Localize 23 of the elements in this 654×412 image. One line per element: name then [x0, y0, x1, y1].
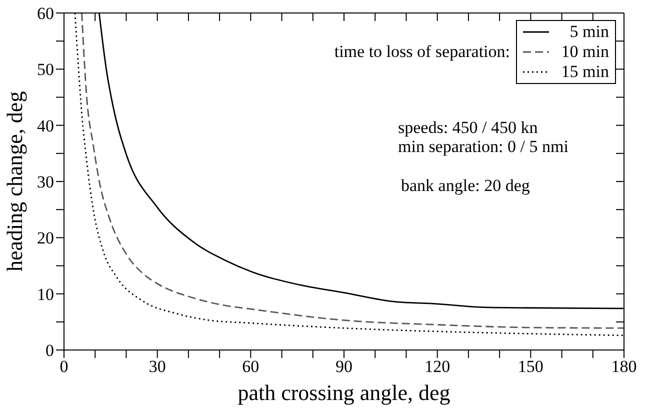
- x-tick-label: 60: [242, 357, 260, 376]
- y-tick-label: 60: [37, 4, 54, 24]
- annotation: min separation: 0 / 5 nmi: [398, 137, 568, 156]
- legend-label: 5 min: [568, 22, 609, 42]
- y-tick-label: 40: [37, 116, 54, 136]
- y-tick-label: 20: [37, 228, 54, 248]
- annotation: bank angle: 20 deg: [400, 176, 531, 195]
- x-tick-label: 0: [60, 357, 68, 376]
- legend-label: 10 min: [560, 42, 609, 62]
- legend-title: time to loss of separation:: [334, 42, 510, 62]
- x-tick-label: 90: [336, 357, 352, 376]
- x-tick-label: 120: [424, 357, 450, 376]
- y-tick-label: 50: [37, 60, 54, 80]
- legend-label: 15 min: [560, 62, 609, 82]
- y-tick-label: 0: [46, 341, 54, 360]
- y-tick-label: 10: [37, 284, 54, 304]
- x-tick-label: 30: [148, 357, 166, 376]
- x-tick-label: 150: [518, 357, 544, 376]
- x-axis-title: path crossing angle, deg: [238, 380, 450, 405]
- y-tick-label: 30: [37, 172, 54, 192]
- y-axis-title: heading change, deg: [2, 91, 27, 272]
- annotation: speeds: 450 / 450 kn: [398, 118, 539, 137]
- x-tick-label: 180: [611, 357, 637, 376]
